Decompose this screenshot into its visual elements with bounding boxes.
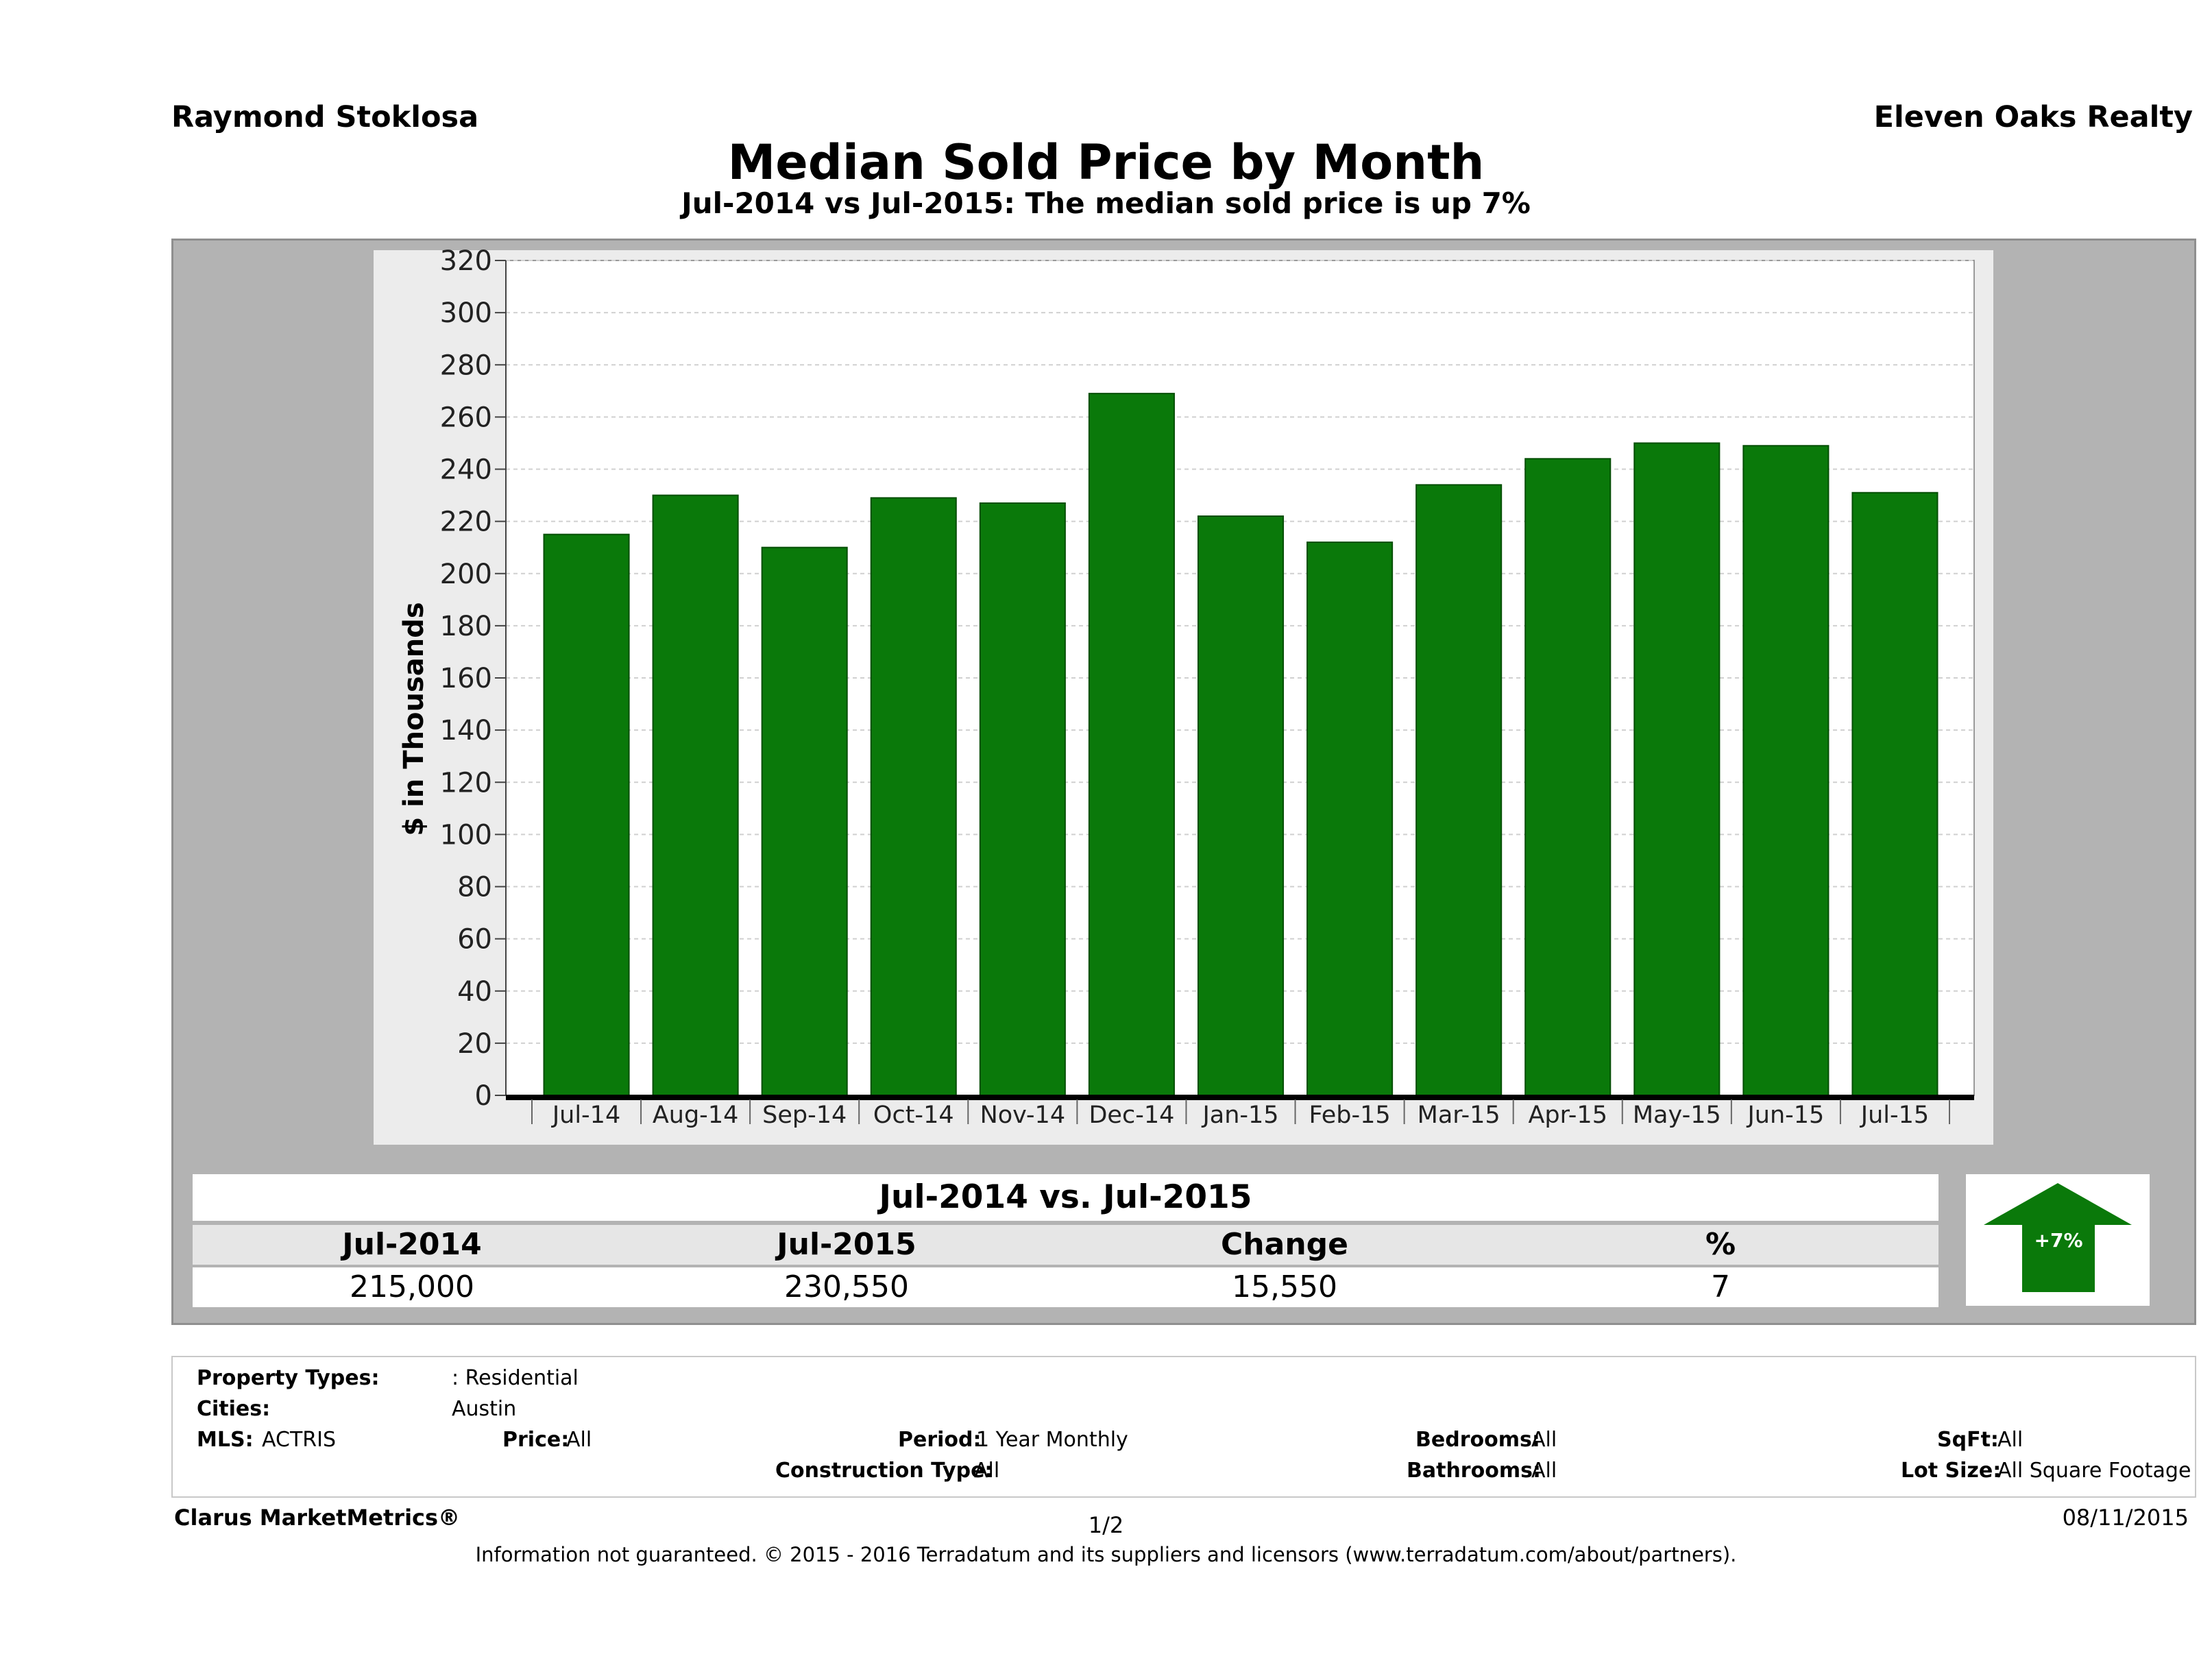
report-criteria: [171, 1356, 2196, 1498]
y-tick-label: 200: [440, 559, 492, 590]
price-label: Price:: [502, 1428, 570, 1452]
x-tick-label: Apr-15: [1528, 1102, 1607, 1129]
y-tick-label: 320: [440, 245, 492, 277]
construction-label: Construction Type:: [775, 1459, 993, 1483]
bar-mar-15: [1415, 484, 1503, 1096]
lot-size-value: All Square Footage: [1997, 1459, 2191, 1483]
bar-jul-14: [543, 533, 630, 1096]
y-tick-label: 120: [440, 767, 492, 799]
y-tick-label: 40: [457, 976, 492, 1008]
y-tick-label: 160: [440, 663, 492, 694]
summary-value-row: 215,000 230,550 15,550 7: [193, 1267, 1938, 1307]
cities-value: Austin: [452, 1397, 517, 1421]
y-tick-label: 140: [440, 715, 492, 746]
y-tick-label: 20: [457, 1028, 492, 1060]
construction-value: All: [974, 1459, 1000, 1483]
x-tick-label: Jul-15: [1860, 1102, 1929, 1129]
bar-dec-14: [1088, 393, 1175, 1096]
y-tick-label: 260: [440, 402, 492, 433]
x-tick-label: Mar-15: [1418, 1102, 1500, 1129]
x-tick-label: Jun-15: [1746, 1102, 1824, 1129]
x-tick-label: Oct-14: [873, 1102, 954, 1129]
x-tick-label: Nov-14: [980, 1102, 1066, 1129]
cities-label: Cities:: [197, 1397, 271, 1421]
property-types-value: : Residential: [452, 1366, 579, 1390]
chart-title: Median Sold Price by Month: [727, 134, 1485, 191]
summary-heading: Jul-2014 vs. Jul-2015: [193, 1174, 1938, 1221]
footer-disclaimer: Information not guaranteed. © 2015 - 201…: [475, 1543, 1737, 1566]
property-types-label: Property Types:: [197, 1366, 380, 1390]
bar-jun-15: [1742, 445, 1830, 1096]
summary-col4-value: 7: [1711, 1269, 1730, 1304]
summary-col4-label: %: [1705, 1227, 1736, 1262]
x-tick-label: Dec-14: [1089, 1102, 1174, 1129]
y-tick-label: 300: [440, 297, 492, 329]
lot-size-label: Lot Size:: [1901, 1459, 2002, 1483]
bar-aug-14: [652, 494, 739, 1096]
change-percent-label: +7%: [2034, 1229, 2083, 1252]
summary-col3-value: 15,550: [1232, 1269, 1337, 1304]
agent-name: Raymond Stoklosa: [171, 100, 479, 134]
sqft-label: SqFt:: [1937, 1428, 1999, 1452]
bedrooms-label: Bedrooms:: [1415, 1428, 1540, 1452]
bar-apr-15: [1524, 458, 1612, 1096]
sqft-value: All: [1997, 1428, 2023, 1452]
x-tick-label: Aug-14: [653, 1102, 739, 1129]
bar-jul-15: [1851, 491, 1938, 1096]
y-tick-label: 0: [475, 1080, 492, 1112]
chart-subtitle: Jul-2014 vs Jul-2015: The median sold pr…: [681, 186, 1531, 220]
bar-oct-14: [870, 497, 957, 1096]
bar-may-15: [1633, 442, 1721, 1096]
bar-nov-14: [979, 502, 1066, 1096]
x-tick-label: Jan-15: [1201, 1102, 1278, 1129]
bathrooms-label: Bathrooms:: [1407, 1459, 1541, 1483]
footer-brand: Clarus MarketMetrics®: [174, 1505, 461, 1531]
x-tick-label: Jul-14: [551, 1102, 620, 1129]
period-value: 1 Year Monthly: [976, 1428, 1128, 1452]
company-name: Eleven Oaks Realty: [1873, 100, 2193, 134]
bar-jan-15: [1197, 515, 1285, 1096]
bathrooms-value: All: [1531, 1459, 1557, 1483]
price-value: All: [566, 1428, 592, 1452]
footer-page-number: 1/2: [1088, 1512, 1124, 1538]
up-arrow-icon: [1984, 1183, 2132, 1292]
bedrooms-value: All: [1531, 1428, 1557, 1452]
y-tick-label: 80: [457, 872, 492, 903]
y-axis-label: $ in Thousands: [398, 602, 430, 836]
period-label: Period:: [898, 1428, 982, 1452]
mls-label: MLS:: [197, 1428, 254, 1452]
y-tick-label: 240: [440, 454, 492, 486]
summary-col1-label: Jul-2014: [342, 1227, 482, 1262]
summary-label-row: Jul-2014 Jul-2015 Change %: [193, 1225, 1938, 1265]
bar-sep-14: [761, 546, 848, 1096]
summary-col1-value: 215,000: [350, 1269, 474, 1304]
mls-value: ACTRIS: [262, 1428, 337, 1452]
x-tick-label: Feb-15: [1309, 1102, 1391, 1129]
y-tick-label: 100: [440, 819, 492, 851]
x-tick-label: May-15: [1633, 1102, 1721, 1129]
footer-date: 08/11/2015: [2062, 1505, 2189, 1531]
summary-col2-value: 230,550: [784, 1269, 909, 1304]
y-tick-label: 180: [440, 611, 492, 642]
y-tick-label: 280: [440, 350, 492, 381]
summary-col3-label: Change: [1221, 1227, 1348, 1262]
x-tick-label: Sep-14: [762, 1102, 847, 1129]
summary-col2-label: Jul-2015: [777, 1227, 916, 1262]
y-tick-label: 60: [457, 924, 492, 956]
y-tick-label: 220: [440, 507, 492, 538]
bar-feb-15: [1306, 542, 1394, 1096]
